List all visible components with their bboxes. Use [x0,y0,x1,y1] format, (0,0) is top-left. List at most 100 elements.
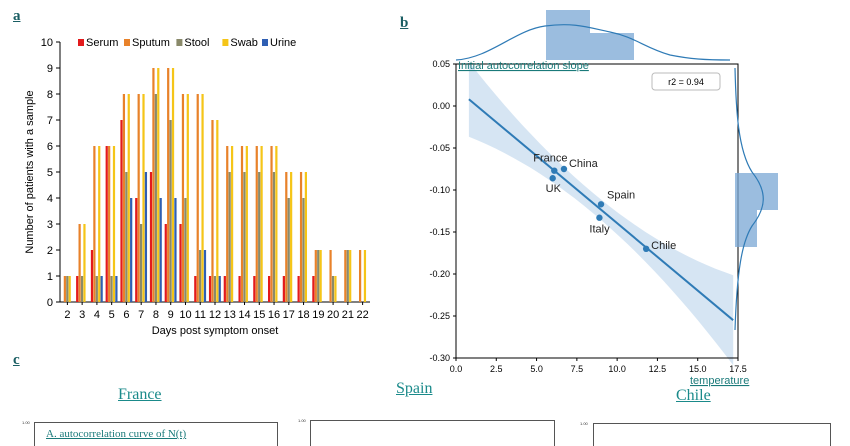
legend-swatch-sputum [124,39,130,46]
bar-sputum-16 [270,146,273,302]
panel-label-c: c [13,352,20,368]
y-tick-label-a: 6 [47,141,53,153]
x-tick-label-b: 7.5 [571,364,584,374]
y-tick-label-a: 10 [41,37,53,49]
bar-urine-5 [115,276,118,302]
point-label-uk: UK [546,183,562,195]
x-tick-label-a: 7 [138,309,144,321]
x-tick-label-a: 21 [342,309,354,321]
r2-box-b [651,72,721,91]
bar-serum-17 [282,276,285,302]
legend-swatch-urine [262,39,268,46]
bar-urine-4 [100,276,103,302]
bar-stool-15 [258,172,261,302]
point-chile [642,245,650,252]
x-tick-label-a: 9 [168,309,174,321]
bar-serum-9 [164,224,167,302]
y-tick-label-a: 2 [47,245,53,257]
x-tick-label-a: 16 [268,309,280,321]
bar-sputum-9 [167,68,170,302]
x-tick-label-a: 13 [224,309,236,321]
bar-stool-12 [213,276,217,302]
y-tick-label-a: 8 [47,89,53,101]
bar-sputum-21 [344,250,347,302]
country-label-spain[interactable]: Spain [396,380,433,397]
x-tick-label-a: 11 [195,309,206,321]
y-tick-label-b: -0.20 [429,269,450,279]
country-label-chile[interactable]: Chile [676,387,711,404]
y-tick-label-b: -0.25 [429,311,450,321]
bar-swab-7 [142,94,145,302]
country-label-france[interactable]: France [118,386,162,403]
y-tick-label-b: -0.15 [429,227,450,237]
bar-stool-7 [139,224,143,302]
legend-label-stool: Stool [184,37,209,49]
top-hist-bar-1 [546,10,590,60]
bar-urine-6 [130,198,133,302]
x-tick-label-a: 20 [327,309,339,321]
bar-swab-4 [98,146,101,302]
legend-swatch-serum [78,39,84,46]
regression-line-b [468,98,734,321]
x-tick-label-a: 6 [123,309,129,321]
bar-serum-19 [312,276,315,302]
bar-swab-15 [260,146,263,302]
bar-swab-13 [230,146,234,302]
bar-sputum-14 [240,146,244,302]
point-label-chile: Chile [651,240,676,252]
panel-label-a: a [13,8,21,24]
bar-serum-18 [297,276,300,302]
subplot-france-tick: 1.00 [22,420,30,425]
x-tick-label-a: 15 [253,309,265,321]
bar-sputum-17 [285,172,288,302]
bar-swab-18 [304,172,307,302]
bar-stool-9 [169,120,172,302]
y-tick-label-a: 4 [47,193,53,205]
bar-serum-3 [76,276,79,302]
bar-urine-9 [174,198,177,302]
x-tick-label-a: 18 [297,309,309,321]
bar-serum-10 [179,224,182,302]
legend-swatch-stool [176,39,183,46]
bar-sputum-12 [211,120,214,302]
bar-swab-12 [216,120,219,302]
bar-sputum-22 [358,250,362,302]
bar-sputum-5 [108,146,111,302]
x-tick-label-b: 0.0 [450,364,463,374]
top-kde-curve [455,24,731,61]
legend-label-serum: Serum [86,37,118,49]
x-tick-label-b: 15.0 [689,364,707,374]
bar-sputum-15 [255,146,258,302]
x-tick-label-a: 2 [64,309,70,321]
y-tick-label-a: 1 [47,271,53,283]
scatter-chart-b: 0.05 0.00 -0.05 -0.10 -0.15 -0.20 -0.25 -0.300.… [429,10,778,387]
point-label-spain: Spain [607,189,635,201]
bar-stool-17 [287,198,290,302]
bar-sputum-4 [93,146,96,302]
right-hist-bar-2 [735,210,757,247]
y-tick-label-a: 3 [47,219,53,231]
bar-sputum-3 [78,224,81,302]
subplot-france-title: A. autocorrelation curve of N(t) [44,428,189,440]
bar-sputum-18 [299,172,303,302]
subplot-spain [310,420,555,446]
bar-swab-21 [349,250,352,302]
x-tick-label-a: 19 [312,309,324,321]
bar-swab-10 [186,94,189,302]
y-tick-label-b: 0.00 [432,101,450,111]
bar-sputum-8 [152,68,155,302]
bar-serum-12 [208,276,212,302]
bar-swab-5 [112,146,116,302]
y-tick-label-b: -0.10 [429,185,450,195]
bar-sputum-2 [63,276,66,302]
panel-label-b: b [400,15,409,31]
y-tick-label-a: 0 [47,297,53,309]
bar-serum-14 [238,276,241,302]
x-tick-label-b: 10.0 [608,364,626,374]
bar-sputum-19 [314,250,317,302]
bar-swab-20 [334,276,337,302]
x-tick-label-a: 17 [283,309,295,321]
bar-stool-11 [199,250,202,302]
bar-stool-13 [228,172,231,302]
